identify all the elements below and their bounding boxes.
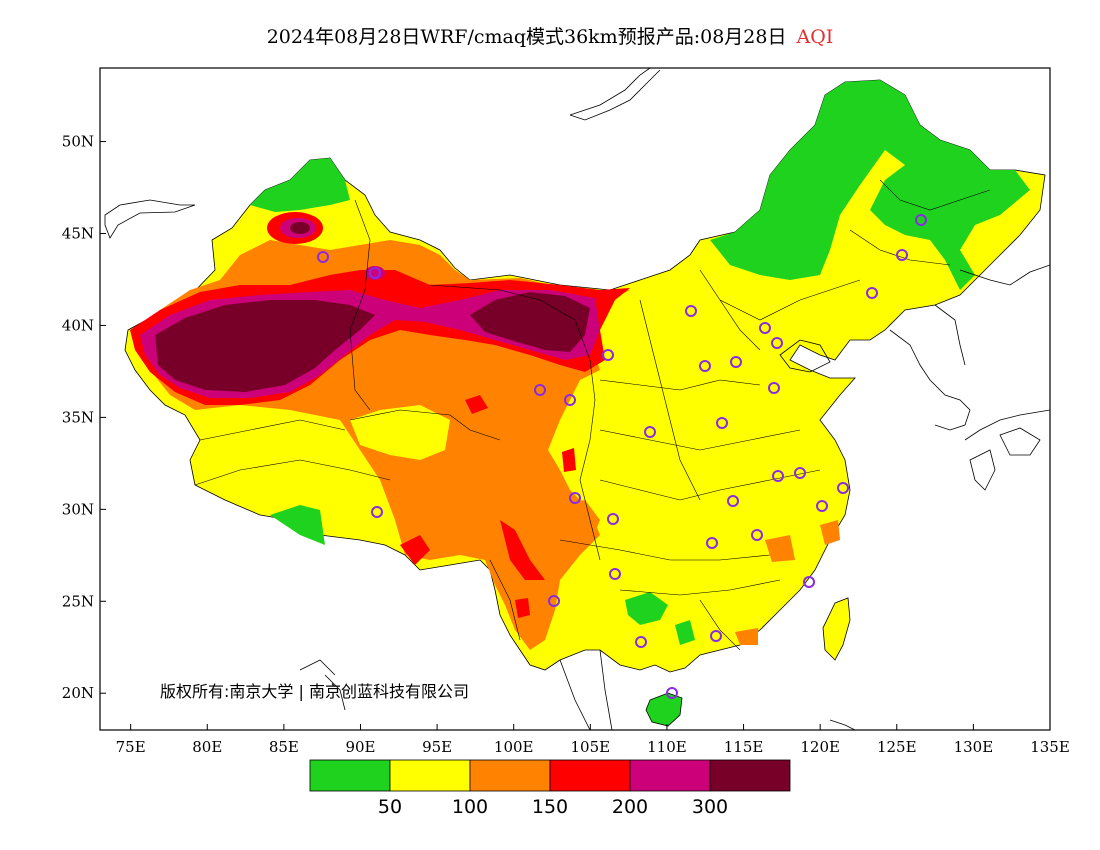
city-marker (607, 513, 619, 525)
city-marker (759, 322, 771, 334)
lat-tick-label: 35N (62, 408, 94, 426)
city-markers (317, 214, 927, 699)
hotspot-junggar-peak (290, 222, 310, 234)
lon-tick-label: 95E (422, 738, 452, 756)
city-marker (866, 287, 878, 299)
lon-tick-label: 80E (192, 738, 222, 756)
hotspot-turpan (365, 266, 385, 280)
copyright-text: 版权所有:南京大学 | 南京创蓝科技有限公司 (160, 682, 469, 701)
green-zone-northeast (710, 80, 1030, 290)
darkred-zone-taklamakan (155, 300, 375, 392)
city-marker (794, 467, 806, 479)
legend-swatch (709, 759, 791, 792)
lon-tick-label: 105E (571, 738, 611, 756)
city-marker (644, 426, 656, 438)
legend-swatch (549, 759, 631, 792)
city-marker (816, 500, 828, 512)
city-marker (569, 492, 581, 504)
lon-tick-label: 100E (494, 738, 534, 756)
title-variable: AQI (796, 26, 834, 48)
orange-zone-guangdong (735, 628, 758, 645)
title-text: 2024年08月28日WRF/cmaq模式36km预报产品:08月28日 (266, 26, 787, 48)
lon-tick-label: 135E (1030, 738, 1070, 756)
aqi-legend: 50 100 150 200 300 (309, 759, 791, 818)
legend-swatch (629, 759, 711, 792)
legend-label: 150 (532, 796, 568, 818)
city-marker (699, 360, 711, 372)
map-layers: 版权所有:南京大学 | 南京创蓝科技有限公司 (104, 68, 1050, 730)
city-marker (768, 382, 780, 394)
city-marker (317, 251, 329, 263)
province-borders (194, 179, 991, 651)
city-marker (666, 687, 678, 699)
city-marker (609, 568, 621, 580)
lon-tick-label: 130E (954, 738, 994, 756)
lon-tick-label: 85E (269, 738, 299, 756)
hotspot-xian (562, 448, 576, 472)
taiwan-region (822, 597, 851, 661)
orange-zone-chongqing (550, 500, 600, 545)
city-marker (837, 482, 849, 494)
city-marker (710, 630, 722, 642)
city-marker (548, 595, 560, 607)
city-marker (602, 349, 614, 361)
hotspot-sichuan (500, 520, 545, 580)
city-marker (716, 417, 728, 429)
legend-swatch (389, 759, 471, 792)
lat-tick-label: 25N (62, 592, 94, 610)
legend-swatch (309, 759, 391, 792)
city-marker (751, 529, 763, 541)
city-marker (371, 506, 383, 518)
lon-tick-label: 75E (116, 738, 146, 756)
legend-label: 300 (692, 796, 728, 818)
city-marker (727, 495, 739, 507)
latitude-axis: 20N 25N 30N 35N 40N 45N 50N (62, 133, 106, 702)
lon-tick-label: 90E (345, 738, 375, 756)
green-zone-southeast (675, 620, 695, 645)
city-marker (706, 537, 718, 549)
hotspot-tibet-east (400, 535, 430, 565)
city-marker (730, 356, 742, 368)
green-zone-south (625, 592, 668, 625)
lat-tick-label: 30N (62, 500, 94, 518)
hotspot-yunnan (515, 598, 530, 618)
city-marker (635, 636, 647, 648)
orange-zone-fujian (765, 535, 795, 562)
green-zone-tibet (270, 505, 325, 545)
city-marker (534, 384, 546, 396)
lon-tick-label: 125E (877, 738, 917, 756)
darkred-zone-alxa (470, 292, 590, 352)
city-marker (915, 214, 927, 226)
lat-tick-label: 40N (62, 316, 94, 334)
hainan-region (645, 692, 683, 727)
lat-tick-label: 20N (62, 684, 94, 702)
city-marker (564, 394, 576, 406)
lon-tick-label: 120E (800, 738, 840, 756)
city-marker (803, 576, 815, 588)
lat-tick-label: 45N (62, 225, 94, 243)
lat-tick-label: 50N (62, 133, 94, 151)
hotspot-qaidam (465, 395, 488, 414)
lon-tick-label: 110E (647, 738, 687, 756)
neighbor-borders (104, 68, 1050, 730)
green-zone-northwest (250, 158, 350, 212)
map-title: 2024年08月28日WRF/cmaq模式36km预报产品:08月28日 AQI (0, 22, 1100, 49)
lon-tick-label: 115E (724, 738, 764, 756)
city-marker (685, 305, 697, 317)
legend-swatch (469, 759, 551, 792)
map-frame (99, 67, 1051, 731)
yellow-zone-qinghai (350, 405, 450, 460)
legend-label: 100 (452, 796, 488, 818)
city-marker (771, 337, 783, 349)
legend-label: 50 (378, 796, 402, 818)
city-marker (772, 470, 784, 482)
city-marker (896, 249, 908, 261)
city-marker (369, 267, 381, 279)
longitude-axis: 75E 80E 85E 90E 95E 100E 105E 110E 115E 120E 125E 1… (116, 724, 1070, 756)
orange-zone-zhejiang (820, 520, 840, 545)
legend-label: 200 (612, 796, 648, 818)
